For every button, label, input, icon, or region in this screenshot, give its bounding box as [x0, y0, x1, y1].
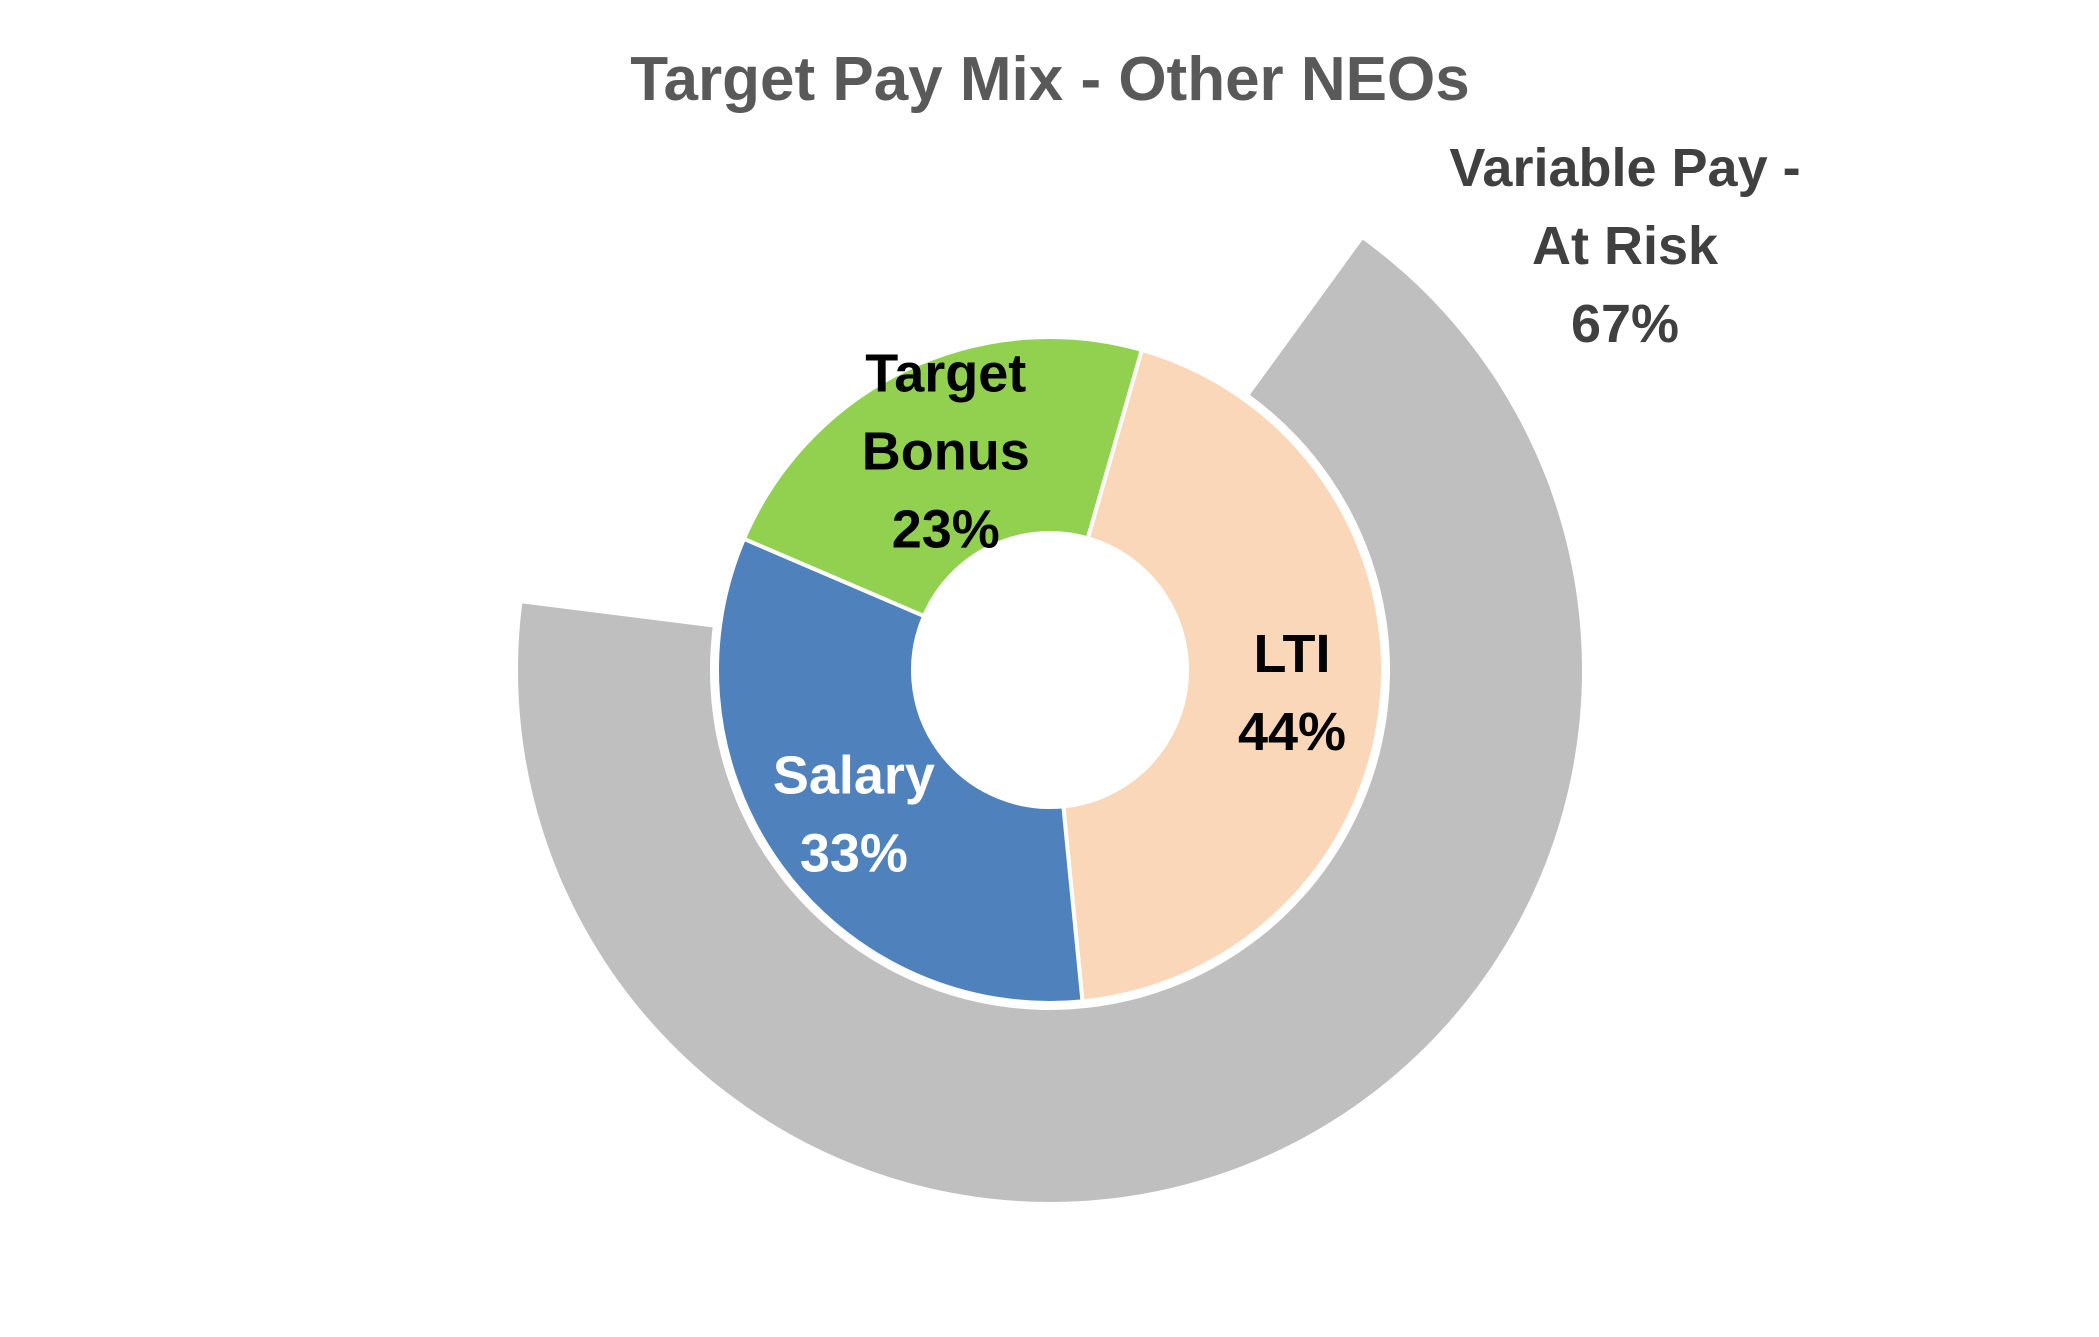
inner-slice-salary	[715, 536, 1085, 1005]
inner-slice-lti	[1061, 347, 1385, 1004]
outer-ring	[518, 239, 1583, 1202]
inner-label-lti: LTI 44%	[1238, 624, 1346, 762]
inner-label-salary: Salary 33%	[773, 745, 935, 883]
slice-labels: Variable Pay -At Risk 67% LTI 44% Salary 33% T…	[773, 138, 1801, 884]
outer-slice-variable-pay-at-risk	[518, 239, 1583, 1202]
inner-ring	[715, 335, 1385, 1005]
outer-label-variable-pay-at-risk: Variable Pay -At Risk 67%	[1449, 138, 1800, 354]
inner-slice-target-bonus	[741, 335, 1144, 619]
chart-title: Target Pay Mix - Other NEOs	[630, 45, 1470, 114]
inner-label-target-bonus: Target Bonus 23%	[862, 343, 1030, 559]
